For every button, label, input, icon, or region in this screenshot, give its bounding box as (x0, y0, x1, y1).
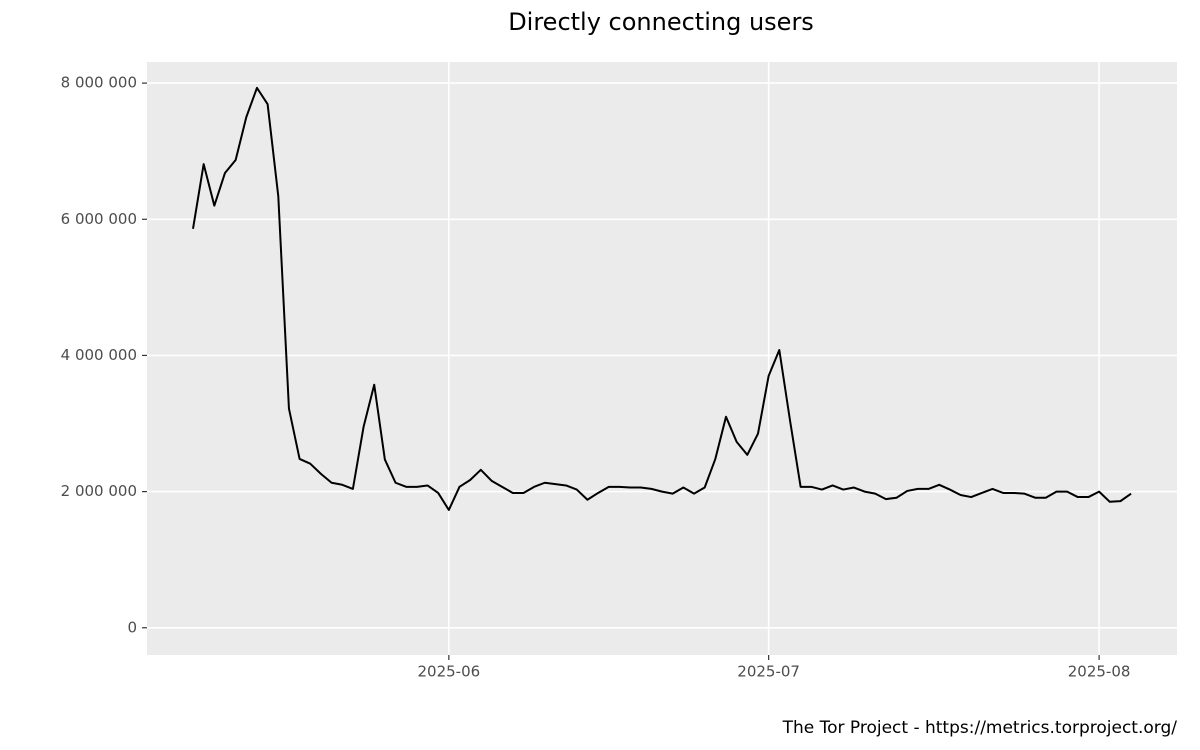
chart-title: Directly connecting users (508, 8, 814, 36)
data-line (192, 86, 1132, 511)
plot-panel (147, 62, 1177, 655)
y-tick-label: 0 (127, 618, 137, 636)
x-tick-label: 2025-06 (417, 663, 480, 681)
caption: The Tor Project - https://metrics.torpro… (782, 718, 1178, 738)
y-tick-label: 8 000 000 (61, 74, 137, 92)
x-tick-label: 2025-08 (1068, 663, 1131, 681)
y-tick-label: 6 000 000 (61, 210, 137, 228)
x-tick-label: 2025-07 (737, 663, 800, 681)
y-tick-label: 4 000 000 (61, 346, 137, 364)
y-tick-label: 2 000 000 (61, 482, 137, 500)
